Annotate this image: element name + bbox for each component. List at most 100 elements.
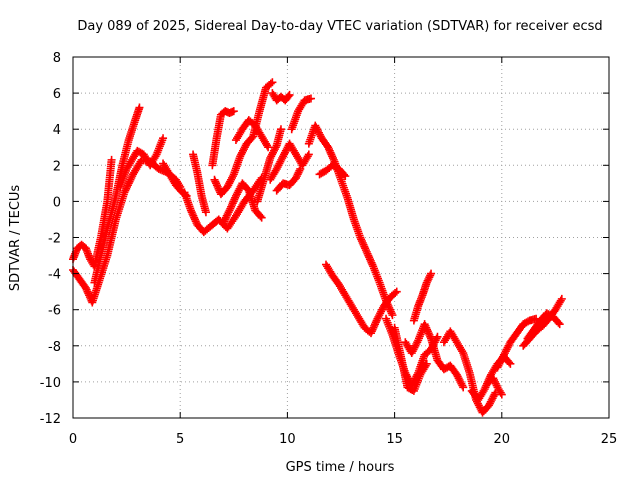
y-tick-label: -6 [48, 304, 61, 319]
data-point-fill [284, 92, 293, 101]
data-point-fill [498, 354, 507, 363]
data-point-fill [228, 199, 237, 208]
data-point-fill [454, 374, 463, 383]
data-point-fill [314, 127, 323, 136]
data-point-fill [327, 150, 336, 159]
data-point-fill [421, 361, 430, 370]
data-point [422, 278, 431, 287]
data-point-fill [499, 352, 508, 361]
data-point-fill [123, 181, 132, 190]
data-point-fill [122, 184, 131, 193]
series-sat-v [401, 320, 468, 392]
data-point-fill [423, 276, 432, 285]
data-point-fill [425, 330, 434, 339]
data-point-fill [408, 347, 417, 356]
data-point-fill [367, 327, 376, 336]
data-point [367, 329, 376, 338]
data-point-fill [269, 146, 278, 155]
data-point-fill [212, 179, 221, 188]
x-tick-label: 25 [601, 432, 618, 447]
data-point [229, 107, 238, 116]
data-point [272, 164, 281, 173]
series-sat-q [304, 121, 397, 320]
data-point-fill [502, 345, 511, 354]
series-sat-d [116, 134, 168, 191]
data-point-fill [127, 173, 136, 182]
data-points [69, 78, 566, 417]
data-point [493, 363, 502, 372]
data-point-fill [266, 79, 275, 88]
series-sat-o [287, 94, 315, 134]
data-point [279, 152, 288, 161]
data-point-fill [219, 217, 228, 226]
series-sat-g [189, 150, 210, 217]
data-point-fill [229, 197, 238, 206]
data-point [107, 155, 116, 164]
data-point-fill [269, 148, 278, 157]
data-point-fill [278, 154, 287, 163]
data-point [186, 206, 195, 215]
data-point-fill [386, 307, 395, 316]
data-point-fill [281, 146, 290, 155]
data-point-fill [369, 323, 378, 332]
data-point-fill [312, 123, 321, 132]
data-point [506, 359, 515, 368]
y-tick-label: -10 [40, 376, 61, 391]
data-point-fill [121, 186, 130, 195]
data-point-fill [363, 249, 372, 258]
series-sat-j [219, 179, 266, 228]
data-point-fill [294, 168, 303, 177]
data-point-fill [226, 204, 235, 213]
data-point-fill [490, 377, 499, 386]
x-tick-label: 10 [279, 432, 296, 447]
data-point-fill [490, 376, 499, 385]
data-point-fill [358, 238, 367, 247]
data-point-fill [211, 177, 220, 186]
data-point-fill [233, 188, 242, 197]
data-point [276, 125, 285, 134]
data-point [557, 294, 566, 303]
y-tick-label: 0 [53, 195, 61, 210]
data-point-fill [230, 195, 239, 204]
data-point [159, 134, 168, 143]
data-point-fill [368, 325, 377, 334]
data-point-fill [276, 157, 285, 166]
data-point-fill [458, 347, 467, 356]
data-point-fill [235, 184, 244, 193]
data-point-fill [295, 166, 304, 175]
series-sat-ac [484, 374, 506, 399]
y-tick-label: 4 [53, 123, 61, 138]
y-axis-ticks: -12 -10 -8 -6 -4 -2 0 2 4 6 8 [40, 51, 609, 427]
series-sat-u [390, 323, 431, 395]
data-point-fill [191, 217, 200, 226]
data-point-fill [190, 215, 199, 224]
data-point-fill [227, 175, 236, 184]
data-point-fill [280, 148, 289, 157]
data-point-fill [488, 394, 497, 403]
data-point-fill [293, 170, 302, 179]
data-point [484, 401, 493, 410]
data-point-fill [422, 323, 431, 332]
data-point-fill [237, 150, 246, 159]
data-point-fill [256, 212, 265, 221]
data-point-fill [234, 186, 243, 195]
data-point-fill [124, 179, 133, 188]
data-point-fill [423, 327, 432, 336]
data-point-fill [386, 305, 395, 314]
series-sat-b [69, 155, 116, 271]
data-point-fill [226, 177, 235, 186]
data-point-fill [505, 358, 514, 367]
data-point-fill [423, 325, 432, 334]
data-point-fill [387, 309, 396, 318]
data-point [296, 164, 305, 173]
data-point-fill [328, 154, 337, 163]
data-point-fill [277, 155, 286, 164]
data-point-fill [228, 172, 237, 181]
data-point-fill [425, 273, 434, 282]
data-point-fill [225, 179, 234, 188]
data-point [268, 78, 277, 87]
series-sat-ab [523, 309, 564, 343]
data-point [291, 173, 300, 182]
data-point [362, 247, 371, 256]
series-sat-c [90, 103, 144, 287]
